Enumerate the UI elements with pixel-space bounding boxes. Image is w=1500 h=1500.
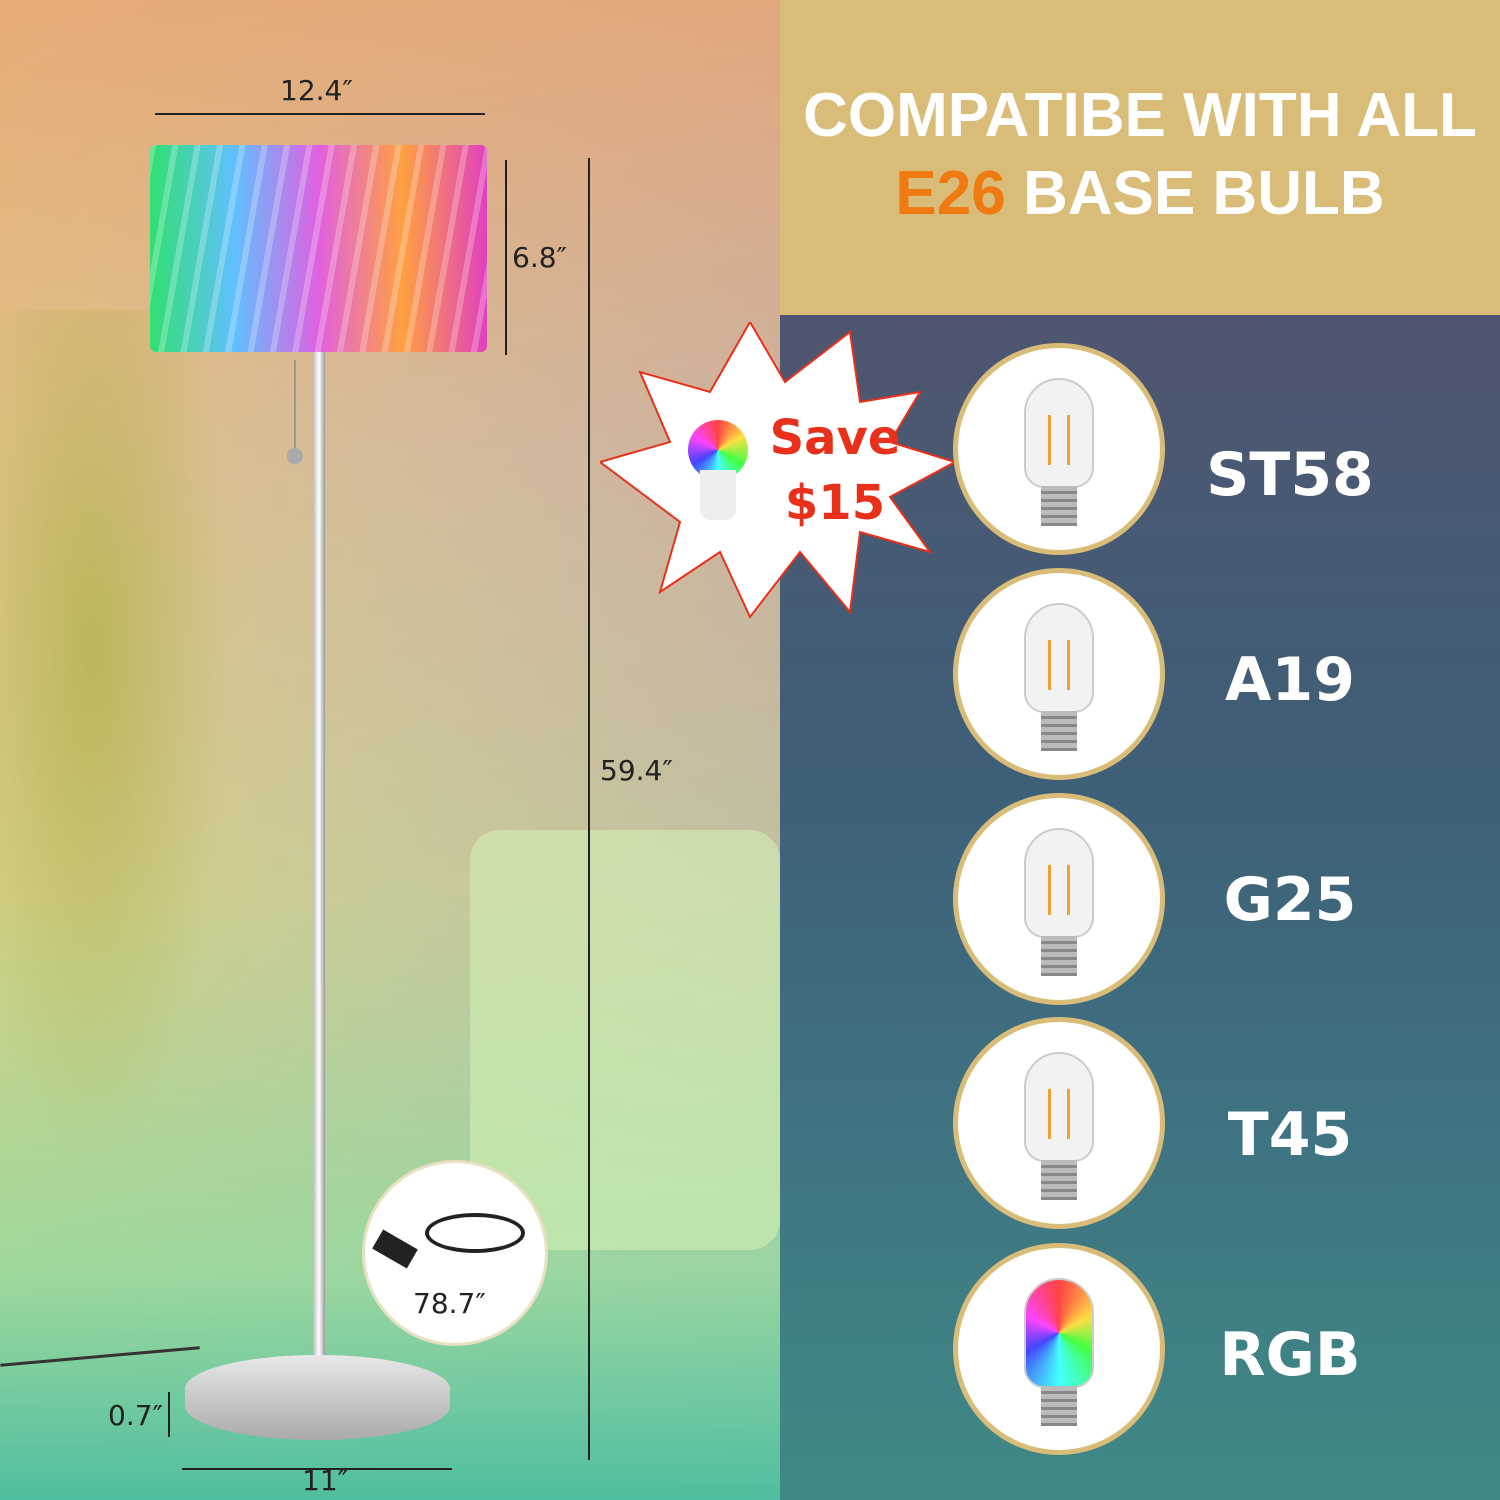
bulb-label-rgb: RGB bbox=[1219, 1320, 1361, 1390]
dim-line-shade-height bbox=[505, 160, 507, 355]
bulb-label-t45: T45 bbox=[1227, 1100, 1353, 1170]
headline-line1: COMPATIBE WITH ALL bbox=[803, 81, 1477, 150]
dim-base-thickness: 0.7″ bbox=[108, 1399, 163, 1432]
headline-accent: E26 bbox=[895, 159, 1006, 228]
save-amount: $15 bbox=[784, 475, 886, 531]
dim-cord-length: 78.7″ bbox=[413, 1287, 486, 1320]
dim-line-total-height bbox=[588, 158, 590, 1460]
pull-chain-knob bbox=[287, 448, 303, 464]
dim-shade-width: 12.4″ bbox=[280, 74, 353, 107]
dim-line-shade-width bbox=[155, 113, 485, 115]
lamp-base bbox=[185, 1355, 450, 1440]
dim-base-width: 11″ bbox=[302, 1464, 349, 1497]
bulb-a19-image bbox=[953, 568, 1165, 780]
bulb-t45-image bbox=[953, 1017, 1165, 1229]
headline-line2: E26 BASE BULB bbox=[780, 158, 1500, 230]
lamp-shade bbox=[150, 145, 487, 352]
pull-chain bbox=[294, 360, 296, 450]
g25-bulb-icon bbox=[1024, 828, 1094, 976]
rgb-bulb-body bbox=[700, 470, 736, 520]
cord-inset: 78.7″ bbox=[362, 1160, 548, 1346]
bulb-label-g25: G25 bbox=[1223, 865, 1357, 935]
save-label: Save bbox=[769, 410, 901, 466]
st58-bulb-icon bbox=[1024, 378, 1094, 526]
save-starburst bbox=[600, 322, 955, 619]
bulb-label-st58: ST58 bbox=[1206, 440, 1374, 510]
dim-shade-height: 6.8″ bbox=[512, 241, 567, 274]
t45-bulb-icon bbox=[1024, 1052, 1094, 1200]
rgb-bulb-large-icon bbox=[1024, 1278, 1094, 1426]
lamp-pole bbox=[313, 352, 325, 1362]
headline-rest: BASE BULB bbox=[1022, 159, 1385, 228]
dim-line-base-width bbox=[182, 1468, 452, 1470]
dim-total-height: 59.4″ bbox=[600, 754, 673, 787]
plug-icon bbox=[372, 1229, 418, 1269]
bulb-st58-image bbox=[953, 343, 1165, 555]
cord-coil-icon bbox=[425, 1213, 525, 1253]
bulb-rgb-image bbox=[953, 1243, 1165, 1455]
sofa bbox=[470, 830, 780, 1250]
bulb-label-a19: A19 bbox=[1225, 645, 1355, 715]
a19-bulb-icon bbox=[1024, 603, 1094, 751]
header-panel bbox=[780, 0, 1500, 315]
tree-plant bbox=[0, 310, 230, 1160]
bulb-g25-image bbox=[953, 793, 1165, 1005]
dim-line-base-thickness bbox=[168, 1392, 170, 1437]
